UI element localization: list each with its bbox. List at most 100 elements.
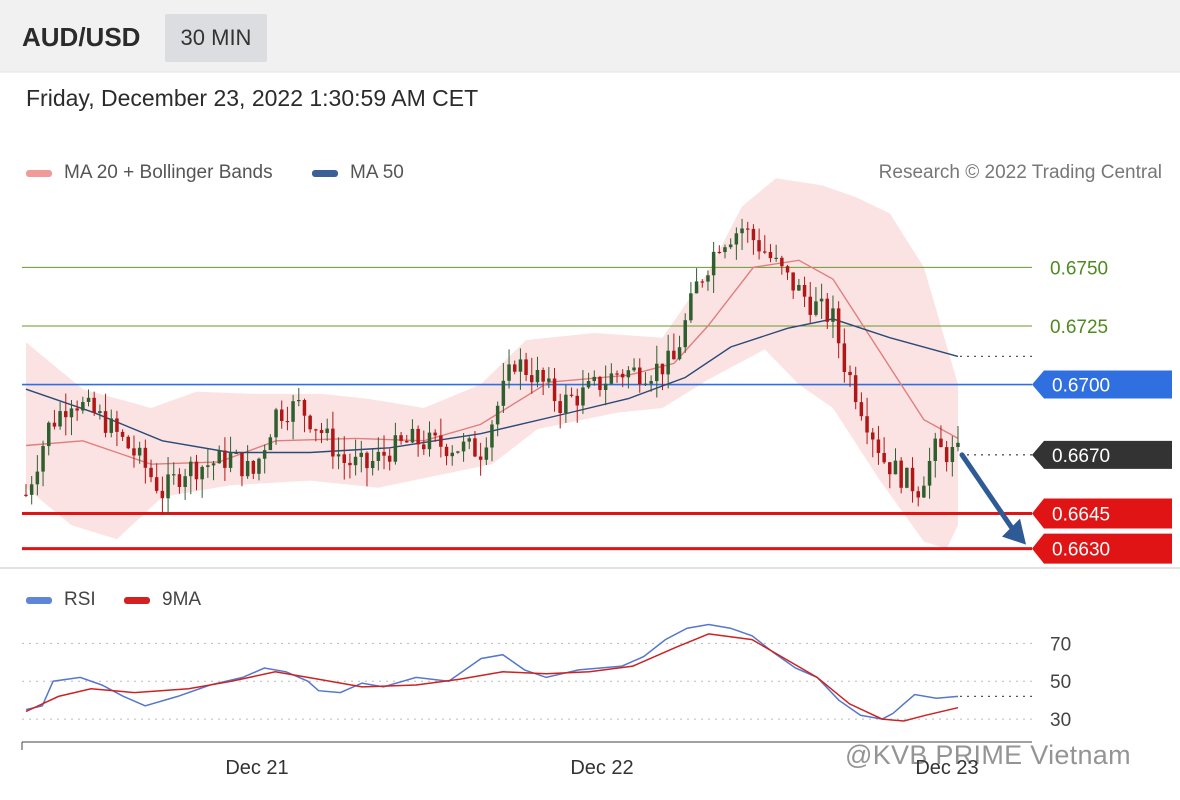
candle-body xyxy=(757,240,761,252)
current-price-label: 0.6670 xyxy=(1052,446,1110,467)
pivot-label: 0.6700 xyxy=(1052,376,1110,397)
candle-body xyxy=(194,461,199,480)
candle-body xyxy=(524,359,528,375)
candle-body xyxy=(359,452,363,457)
candle-body xyxy=(871,432,875,440)
candle-body xyxy=(223,450,227,468)
candle-body xyxy=(700,281,704,283)
copyright-label: Research © 2022 Trading Central xyxy=(878,162,1162,183)
x-tick-label: Dec 22 xyxy=(570,757,633,779)
candle-body xyxy=(405,440,409,443)
candle-body xyxy=(780,257,784,267)
candle-body xyxy=(183,476,187,487)
candle-body xyxy=(513,364,517,372)
candle-body xyxy=(518,359,523,372)
candle-body xyxy=(905,467,909,488)
support-tag xyxy=(1032,533,1172,564)
candle-body xyxy=(666,350,670,375)
candle-body xyxy=(58,411,62,427)
candle-body xyxy=(103,411,108,433)
candle-body xyxy=(842,343,847,372)
timeframe-button[interactable]: 30 MIN xyxy=(165,14,267,62)
candle-body xyxy=(143,447,148,468)
legend-item-rsi[interactable]: RSI xyxy=(26,589,96,611)
candle-body xyxy=(922,485,926,498)
support-tag xyxy=(1032,498,1172,529)
candle-body xyxy=(92,397,96,413)
resistance-label: 0.6725 xyxy=(1050,317,1108,338)
candle-body xyxy=(47,422,51,447)
candle-body xyxy=(740,228,744,234)
watermark: @KVB PRIME Vietnam xyxy=(845,740,1131,770)
resistance-label: 0.6750 xyxy=(1050,258,1108,279)
candle-body xyxy=(331,428,335,457)
pivot-tag xyxy=(1032,370,1172,399)
candle-body xyxy=(677,347,682,360)
candle-body xyxy=(35,471,40,485)
candle-body xyxy=(177,474,182,487)
candle-body xyxy=(81,402,85,411)
candle-body xyxy=(240,452,244,477)
candle-body xyxy=(217,450,221,464)
candle-body xyxy=(427,432,432,450)
candle-body xyxy=(433,432,437,436)
candle-body xyxy=(530,375,534,383)
candle-body xyxy=(831,308,835,322)
candle-body xyxy=(893,460,898,475)
rsi-tick-label: 70 xyxy=(1050,634,1071,655)
datetime-label: Friday, December 23, 2022 1:30:59 AM CET xyxy=(26,85,479,111)
legend-label-9ma: 9MA xyxy=(162,589,202,610)
candle-body xyxy=(819,298,824,302)
candle-body xyxy=(495,405,500,425)
candle-body xyxy=(41,446,45,472)
candle-body xyxy=(245,461,250,477)
candle-body xyxy=(410,428,415,443)
candle-body xyxy=(723,247,727,253)
ma50-swatch-icon xyxy=(312,169,338,177)
candle-body xyxy=(490,424,494,448)
candle-body xyxy=(882,453,886,463)
candle-body xyxy=(586,381,591,388)
candle-body xyxy=(609,373,614,384)
candle-body xyxy=(206,465,210,467)
candle-body xyxy=(575,395,579,406)
legend-item-9ma[interactable]: 9MA xyxy=(124,589,201,611)
ma9-swatch-icon xyxy=(124,596,150,604)
candle-body xyxy=(598,376,602,390)
candle-body xyxy=(342,454,346,463)
rsi-swatch-icon xyxy=(26,596,52,604)
candle-body xyxy=(285,421,290,423)
candle-body xyxy=(257,458,261,474)
candle-body xyxy=(160,490,165,499)
candle-body xyxy=(29,484,34,495)
candle-body xyxy=(262,450,267,459)
candle-body xyxy=(251,461,256,474)
candle-body xyxy=(603,383,608,390)
candle-body xyxy=(302,400,307,416)
legend-item-ma20-bb[interactable]: MA 20 + Bollinger Bands xyxy=(26,162,273,184)
candle-body xyxy=(672,350,676,360)
candle-body xyxy=(450,452,454,457)
candle-body xyxy=(172,474,176,476)
candle-body xyxy=(484,447,489,460)
candle-body xyxy=(456,451,460,453)
legend-item-ma50[interactable]: MA 50 xyxy=(312,162,404,184)
candle-body xyxy=(763,251,767,253)
candle-body xyxy=(689,293,693,321)
candle-body xyxy=(189,461,193,477)
candle-body xyxy=(939,438,943,448)
candle-body xyxy=(888,462,892,475)
candle-body xyxy=(399,435,403,441)
candle-body xyxy=(297,400,301,402)
x-tick-label: Dec 21 xyxy=(225,757,288,779)
candle-body xyxy=(638,367,642,385)
candle-body xyxy=(234,452,238,454)
candle-body xyxy=(615,373,619,375)
candle-body xyxy=(797,285,801,291)
candle-body xyxy=(865,416,869,433)
candle-body xyxy=(501,380,506,406)
current-price-tag xyxy=(1032,440,1172,469)
ma20-swatch-icon xyxy=(26,169,52,177)
candle-body xyxy=(98,411,102,413)
